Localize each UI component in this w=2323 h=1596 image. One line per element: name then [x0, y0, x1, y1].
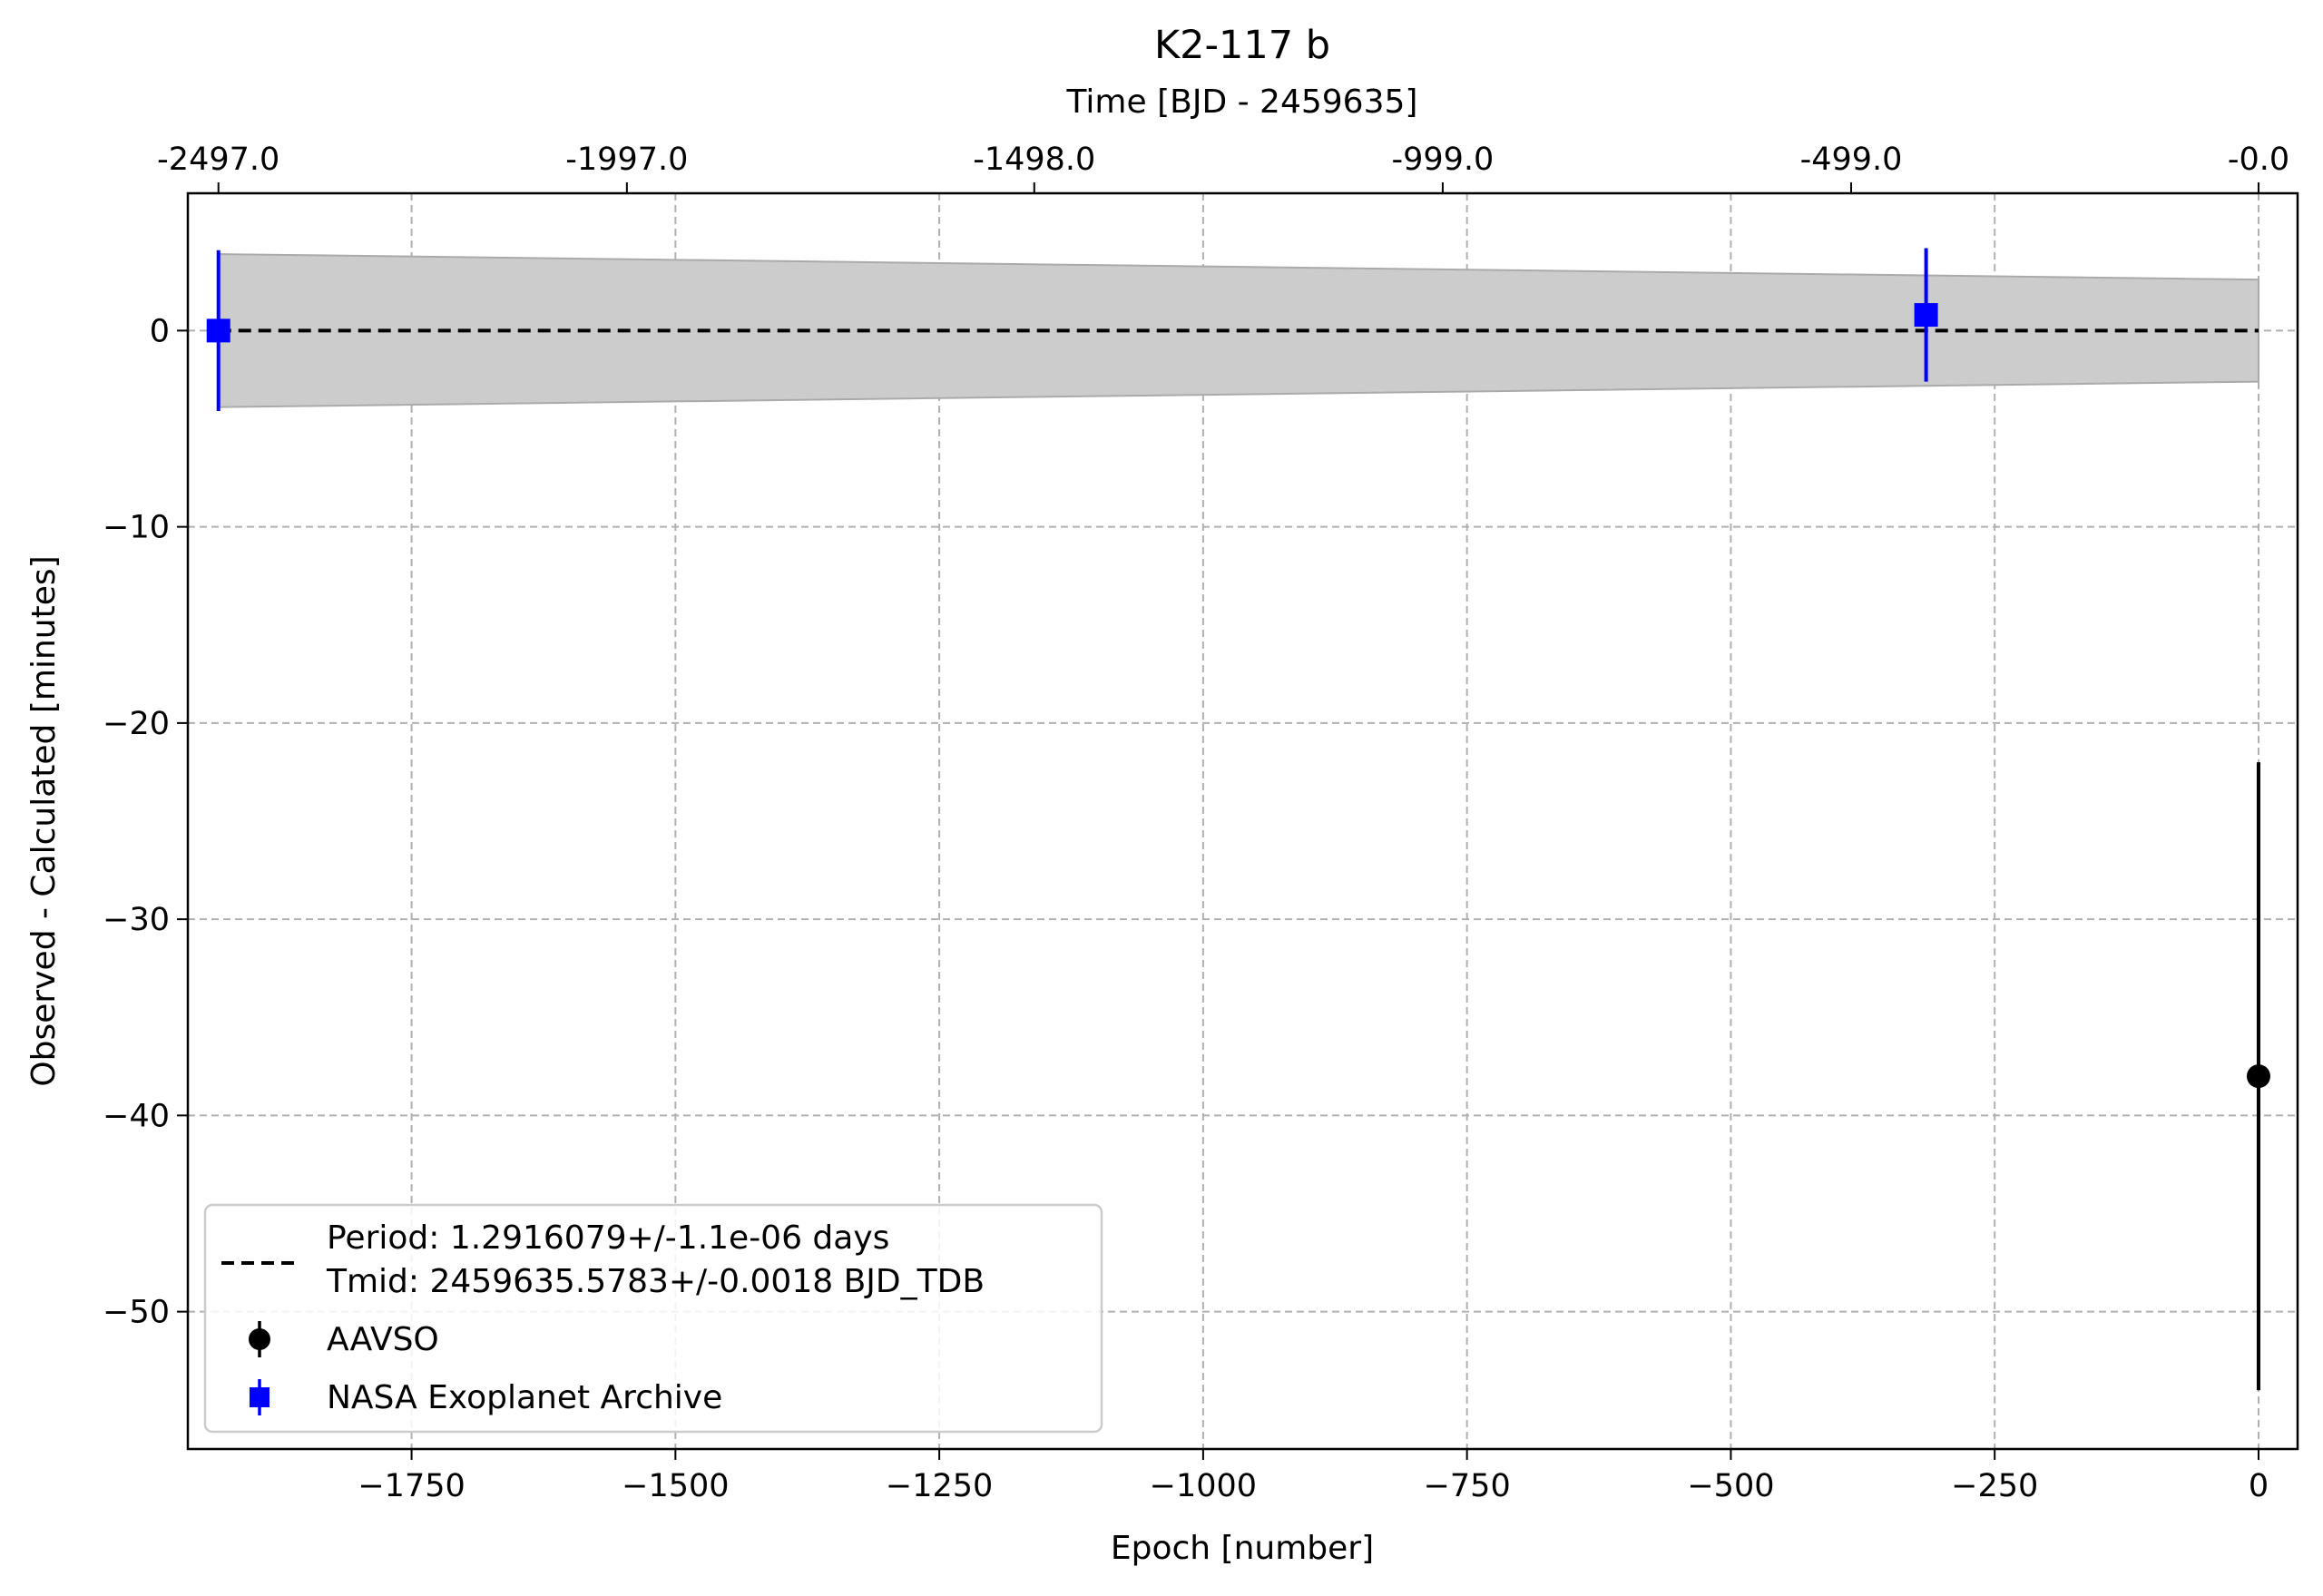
top-x-tick-label: -2497.0 [157, 142, 279, 178]
top-x-tick-label: -1997.0 [565, 142, 688, 178]
x-axis-label: Epoch [number] [1111, 1530, 1374, 1567]
top-x-tick-label: -1498.0 [973, 142, 1095, 178]
x-tick-label: −1500 [622, 1468, 729, 1504]
y-tick-label: −40 [103, 1098, 170, 1134]
x-tick-label: −500 [1687, 1468, 1774, 1504]
legend-aavso-marker-icon [249, 1328, 270, 1350]
x-tick-label: −1750 [358, 1468, 465, 1504]
x-tick-label: −250 [1951, 1468, 2038, 1504]
y-tick-label: −50 [103, 1295, 170, 1331]
top-x-tick-label: -499.0 [1800, 142, 1903, 178]
top-x-tick-label: -0.0 [2228, 142, 2289, 178]
legend-nasa-marker-icon [250, 1387, 270, 1407]
legend-fit-line2: Tmid: 2459635.5783+/-0.0018 BJD_TDB [326, 1263, 985, 1300]
x-tick-label: 0 [2249, 1468, 2269, 1504]
legend-nasa-label: NASA Exoplanet Archive [327, 1379, 722, 1416]
legend-box [203, 1203, 1103, 1434]
top-x-tick-label: -999.0 [1391, 142, 1494, 178]
aavso-point [2246, 1064, 2270, 1089]
nasa-exoplanet-archive-point [1914, 303, 1938, 328]
legend-fit-line1: Period: 1.2916079+/-1.1e-06 days [327, 1219, 889, 1257]
x-tick-label: −1000 [1150, 1468, 1257, 1504]
nasa-exoplanet-archive-point [206, 318, 230, 343]
top-x-axis-ticks: -2497.0 -1997.0 -1498.0 -999.0 -499.0 -0.0 [157, 142, 2289, 193]
y-axis-ticks: 0 −10 −20 −30 −40 −50 [103, 313, 188, 1331]
x-tick-label: −750 [1424, 1468, 1511, 1504]
y-tick-label: −30 [103, 902, 170, 938]
plot-frame [186, 191, 2299, 1451]
legend: Period: 1.2916079+/-1.1e-06 days Tmid: 2… [203, 1203, 1103, 1434]
chart-title: K2-117 b [1154, 23, 1330, 68]
y-tick-label: 0 [150, 313, 170, 349]
top-x-axis-label: Time [BJD - 2459635] [1066, 83, 1418, 121]
x-tick-label: −1250 [886, 1468, 993, 1504]
data-points [206, 248, 2270, 1391]
y-tick-label: −20 [103, 706, 170, 742]
y-tick-label: −10 [103, 510, 170, 546]
y-axis-label: Observed - Calculated [minutes] [25, 555, 63, 1086]
legend-aavso-label: AAVSO [327, 1321, 439, 1358]
x-axis-ticks: −1750 −1500 −1250 −1000 −750 −500 −250 0 [358, 1449, 2269, 1504]
